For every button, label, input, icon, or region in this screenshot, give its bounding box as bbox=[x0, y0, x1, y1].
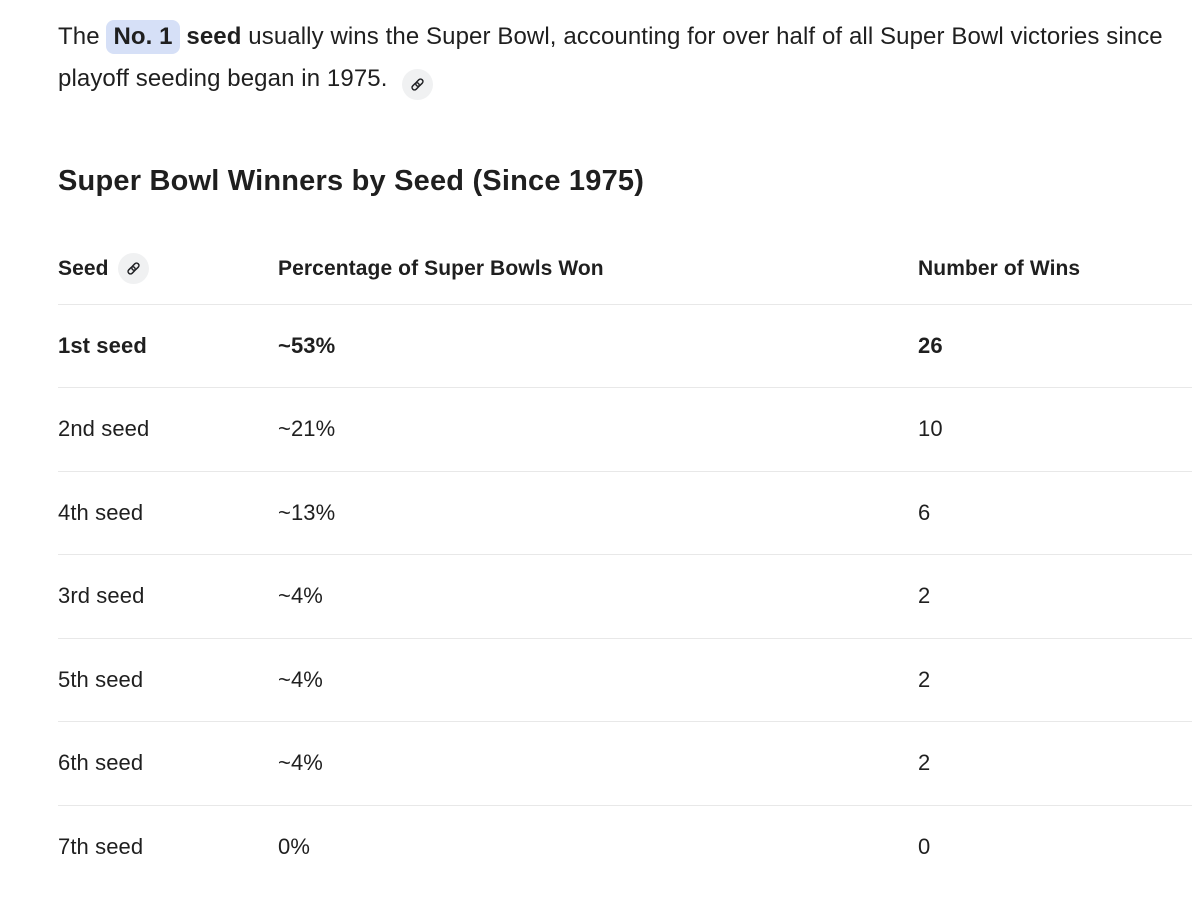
cell-percentage: ~13% bbox=[278, 471, 918, 555]
cell-seed: 3rd seed bbox=[58, 554, 278, 639]
link-icon bbox=[409, 76, 426, 93]
cell-seed: 4th seed bbox=[58, 471, 278, 555]
table-row: 3rd seed ~4% 2 bbox=[58, 554, 1192, 639]
seed-table: Seed Percentage of Super Bowls Won Numbe… bbox=[58, 234, 1192, 889]
table-row: 7th seed 0% 0 bbox=[58, 805, 1192, 889]
column-header-seed: Seed bbox=[58, 234, 278, 305]
seed-citation-link-button[interactable] bbox=[117, 253, 149, 285]
citation-link-button[interactable] bbox=[402, 69, 434, 100]
table-body: 1st seed ~53% 26 2nd seed ~21% 10 4th seed ~13%… bbox=[58, 304, 1192, 889]
cell-percentage: 0% bbox=[278, 834, 310, 859]
cell-percentage: ~21% bbox=[278, 387, 918, 472]
answer-page: The No. 1 seed usually wins the Super Bo… bbox=[58, 16, 1192, 889]
link-icon bbox=[125, 260, 142, 277]
table-row: 2nd seed ~21% 10 bbox=[58, 387, 1192, 472]
cell-percentage: ~4% bbox=[278, 638, 918, 722]
cell-seed: 5th seed bbox=[58, 638, 278, 722]
cell-wins: 0 bbox=[918, 834, 931, 859]
cell-wins: 10 bbox=[918, 387, 1192, 472]
intro-paragraph: The No. 1 seed usually wins the Super Bo… bbox=[58, 16, 1192, 100]
cell-seed: 7th seed bbox=[58, 834, 144, 859]
cell-wins: 26 bbox=[918, 304, 1192, 388]
column-header-seed-label: Seed bbox=[58, 256, 109, 280]
table-title: Super Bowl Winners by Seed (Since 1975) bbox=[58, 165, 645, 197]
column-header-percentage: Percentage of Super Bowls Won bbox=[278, 234, 918, 305]
table-row: 6th seed ~4% 2 bbox=[58, 721, 1192, 806]
intro-text-before: The bbox=[58, 23, 107, 50]
cell-seed: 1st seed bbox=[58, 304, 278, 388]
table-header: Seed Percentage of Super Bowls Won Numbe… bbox=[58, 234, 1192, 305]
highlighted-term[interactable]: No. 1 bbox=[106, 20, 180, 54]
cell-percentage: ~53% bbox=[278, 304, 918, 388]
cell-seed: 2nd seed bbox=[58, 387, 278, 472]
table-header-row: Seed Percentage of Super Bowls Won Numbe… bbox=[58, 234, 1192, 305]
intro-bold-term: seed bbox=[179, 23, 242, 50]
column-header-wins: Number of Wins bbox=[918, 234, 1192, 305]
cell-wins: 6 bbox=[918, 471, 1192, 555]
cell-percentage: ~4% bbox=[278, 554, 918, 639]
cell-wins: 2 bbox=[918, 721, 1192, 806]
cell-wins: 2 bbox=[918, 638, 1192, 722]
cell-wins: 2 bbox=[918, 554, 1192, 639]
intro-text-after: usually wins the Super Bowl, accounting … bbox=[58, 23, 1163, 92]
cell-seed: 6th seed bbox=[58, 721, 278, 806]
table-row: 5th seed ~4% 2 bbox=[58, 638, 1192, 722]
cell-percentage: ~4% bbox=[278, 721, 918, 806]
table-row: 1st seed ~53% 26 bbox=[58, 304, 1192, 388]
table-row: 4th seed ~13% 6 bbox=[58, 471, 1192, 555]
